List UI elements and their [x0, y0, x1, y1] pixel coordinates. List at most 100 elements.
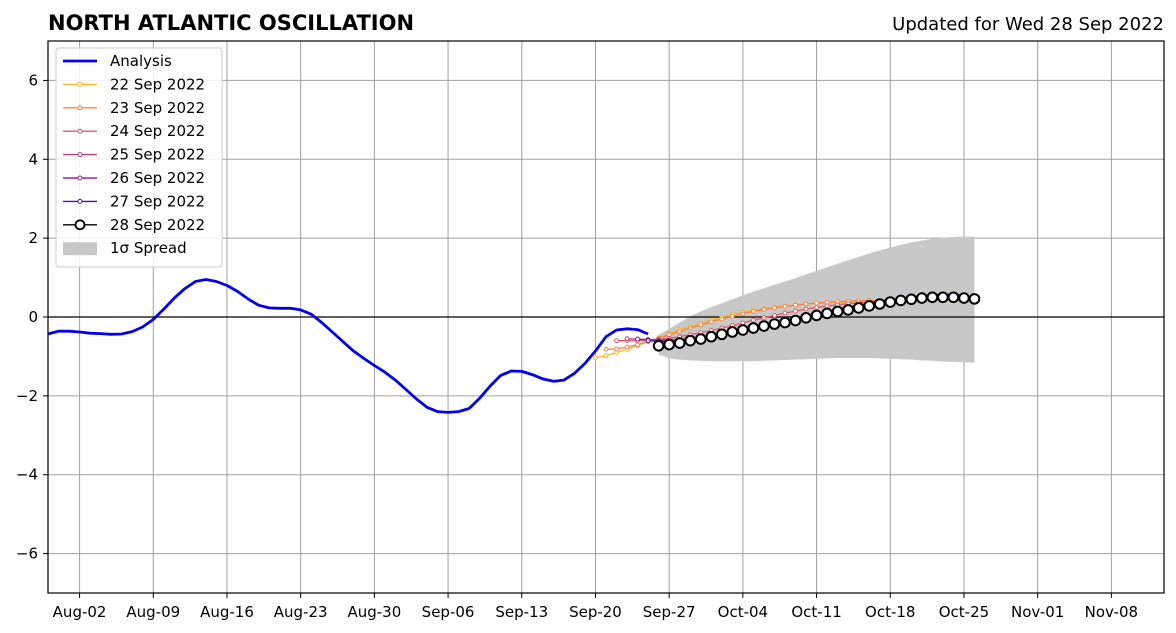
data-point	[603, 353, 609, 359]
y-tick-label: −6	[16, 545, 38, 563]
legend-entry: 25 Sep 2022	[63, 146, 205, 164]
x-tick-label: Nov-01	[1011, 603, 1064, 621]
data-point	[635, 342, 640, 348]
data-point	[782, 310, 788, 316]
x-tick-label: Aug-09	[126, 603, 180, 621]
x-tick-label: Oct-18	[865, 603, 915, 621]
x-tick-label: Aug-23	[274, 603, 328, 621]
data-point	[729, 313, 735, 319]
legend-marker	[77, 198, 83, 204]
data-point	[814, 305, 819, 310]
data-point	[708, 319, 714, 325]
y-tick-label: −4	[16, 466, 38, 484]
legend-entry: Analysis	[63, 52, 172, 70]
data-point	[800, 311, 812, 324]
data-point	[831, 305, 844, 318]
y-tick-label: −2	[16, 387, 38, 405]
y-tick-label: 4	[28, 150, 38, 168]
data-point	[614, 346, 619, 352]
data-point	[726, 326, 739, 338]
data-point	[719, 316, 725, 322]
x-tick-label: Oct-04	[718, 603, 768, 621]
data-point	[645, 338, 651, 344]
legend-label: 23 Sep 2022	[110, 99, 205, 117]
x-tick-label: Sep-27	[643, 603, 696, 621]
x-tick-label: Aug-30	[347, 603, 401, 621]
data-point	[863, 300, 876, 312]
x-tick-label: Sep-20	[569, 603, 622, 621]
series-line	[48, 278, 649, 414]
legend-entry: 22 Sep 2022	[63, 75, 205, 93]
data-point	[761, 315, 767, 321]
legend-label: 28 Sep 2022	[110, 216, 205, 234]
data-point	[926, 291, 939, 304]
data-point	[968, 293, 981, 305]
chart-title: NORTH ATLANTIC OSCILLATION	[48, 11, 414, 35]
legend-entry: 1σ Spread	[63, 239, 187, 257]
legend-label: 22 Sep 2022	[110, 75, 205, 93]
data-point	[624, 344, 630, 350]
legend: Analysis 22 Sep 2022 23 Sep 2022 24 Sep 202…	[55, 47, 223, 268]
legend-marker	[77, 175, 83, 181]
series-7	[652, 291, 981, 352]
chart-subtitle: Updated for Wed 28 Sep 2022	[892, 14, 1164, 35]
data-point	[916, 292, 928, 304]
data-point	[947, 291, 960, 304]
data-point	[814, 300, 819, 306]
data-point	[593, 355, 598, 361]
data-point	[624, 336, 630, 342]
data-point	[884, 296, 897, 308]
data-point	[842, 304, 854, 316]
legend-entry: 26 Sep 2022	[63, 169, 205, 187]
data-point	[663, 338, 675, 351]
data-point	[603, 346, 609, 352]
data-point	[894, 294, 907, 307]
legend-label: 27 Sep 2022	[110, 192, 205, 210]
legend-label: 26 Sep 2022	[110, 169, 205, 187]
x-axis: Aug-02 Aug-09 Aug-16 Aug-23 Aug-30 Sep-06 Sep-…	[53, 593, 1138, 621]
legend-marker	[77, 128, 83, 134]
data-point	[958, 292, 970, 304]
data-point	[793, 308, 798, 314]
data-point	[673, 337, 686, 349]
data-point	[635, 336, 640, 342]
series-0	[48, 278, 649, 414]
data-point	[821, 307, 833, 320]
data-point	[677, 329, 683, 334]
data-point	[810, 309, 823, 322]
legend-marker	[77, 105, 83, 111]
legend-marker	[74, 219, 86, 231]
data-point	[652, 339, 665, 352]
data-point	[779, 316, 791, 329]
legend-marker	[77, 81, 83, 87]
data-point	[758, 320, 770, 332]
data-point	[684, 334, 697, 347]
data-point	[937, 291, 949, 304]
data-point	[768, 318, 781, 330]
data-point	[873, 298, 886, 310]
data-point	[803, 306, 809, 312]
legend-box	[55, 47, 223, 268]
x-tick-label: Nov-08	[1085, 603, 1138, 621]
legend-label: 25 Sep 2022	[110, 146, 205, 164]
legend-label: Analysis	[110, 52, 172, 70]
data-point	[789, 314, 802, 327]
data-point	[772, 313, 777, 318]
x-tick-label: Oct-11	[791, 603, 841, 621]
data-point	[782, 303, 788, 309]
data-point	[740, 311, 746, 317]
data-point	[705, 330, 718, 343]
data-point	[716, 328, 728, 341]
data-point	[737, 324, 749, 336]
y-axis: 6 4 2 0 −2 −4 −6	[16, 71, 48, 563]
y-tick-label: 2	[28, 229, 38, 247]
data-point	[824, 303, 830, 309]
legend-entry: 24 Sep 2022	[63, 122, 205, 140]
legend-entry: 27 Sep 2022	[63, 192, 205, 210]
data-point	[698, 322, 704, 328]
legend-marker	[77, 152, 83, 158]
legend-swatch	[63, 242, 97, 256]
data-point	[687, 325, 693, 331]
data-point	[694, 333, 707, 345]
